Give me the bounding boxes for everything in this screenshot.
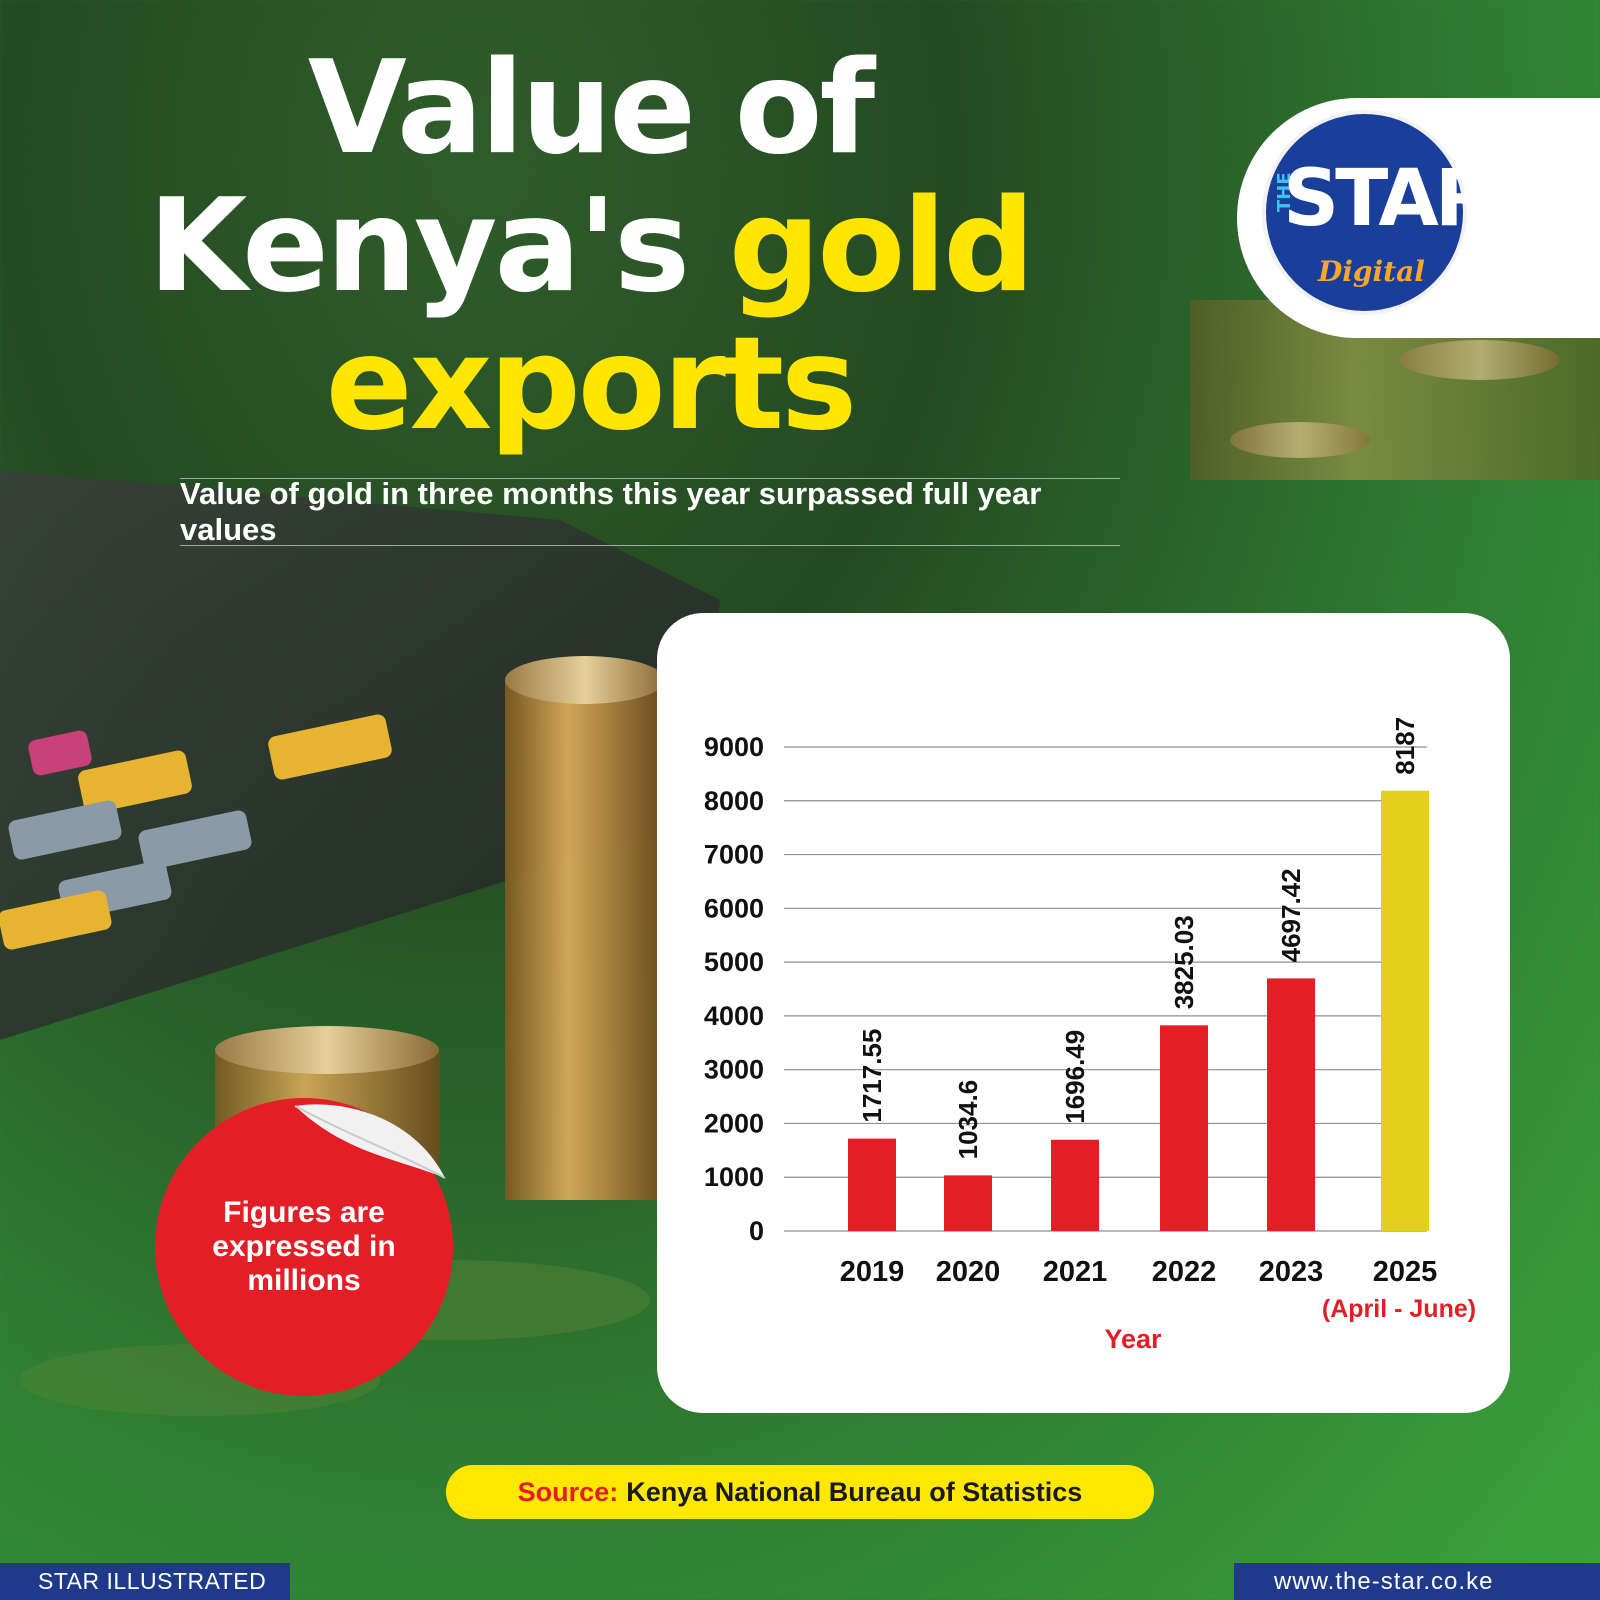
title-line-2: Kenya's gold: [140, 178, 1040, 316]
y-tick-label: 1000: [704, 1162, 764, 1192]
y-tick-label: 8000: [704, 786, 764, 816]
sticker-text: Figures are expressed in millions: [212, 1196, 396, 1297]
footer-credit: STAR ILLUSTRATED: [0, 1563, 290, 1600]
y-tick-label: 6000: [704, 893, 764, 923]
data-label-2022: 3825.03: [1169, 915, 1199, 1009]
x-tick-label: 2022: [1152, 1256, 1217, 1288]
data-label-2019: 1717.55: [857, 1029, 887, 1123]
data-label-2021: 1696.49: [1060, 1030, 1090, 1124]
bar-2025: [1381, 790, 1429, 1231]
y-tick-label: 9000: [704, 732, 764, 762]
subtitle-band: Value of gold in three months this year …: [180, 476, 1120, 547]
logo-star-text: STAR: [1283, 154, 1495, 244]
logo-digital-text: Digital: [1318, 255, 1425, 288]
sticker-curl-icon: [294, 1104, 446, 1179]
y-tick-label: 0: [749, 1216, 764, 1246]
bar-chart: 0 1000 2000 3000 4000 5000 6000 7000 8000 9000 171…: [704, 717, 1476, 1354]
bar-2020: [944, 1175, 992, 1231]
x-tick-note: (April - June): [1322, 1295, 1476, 1323]
page-title: Value of Kenya's gold exports: [140, 40, 1040, 454]
y-tick-label: 7000: [704, 840, 764, 870]
y-tick-label: 3000: [704, 1055, 764, 1085]
y-tick-label: 2000: [704, 1108, 764, 1138]
data-label-2025: 8187: [1390, 717, 1420, 775]
x-tick-label: 2021: [1043, 1256, 1108, 1288]
footer-website-link[interactable]: www.the-star.co.ke: [1234, 1563, 1600, 1600]
title-line-3: exports: [325, 310, 857, 459]
star-logo: [1262, 110, 1467, 315]
chart-card: 0 1000 2000 3000 4000 5000 6000 7000 8000 9000 171…: [657, 613, 1510, 1413]
x-tick-label: 2019: [840, 1256, 905, 1288]
source-pill: Source: Kenya National Bureau of Statist…: [446, 1465, 1154, 1519]
y-tick-label: 5000: [704, 947, 764, 977]
data-label-2020: 1034.6: [953, 1080, 983, 1160]
x-tick-label: 2020: [936, 1256, 1001, 1288]
x-tick-label: 2023: [1259, 1256, 1324, 1288]
data-label-2023: 4697.42: [1276, 868, 1306, 962]
subtitle: Value of gold in three months this year …: [180, 476, 1042, 547]
title-line-2-gold: gold: [728, 172, 1035, 321]
x-tick-label: 2025: [1373, 1256, 1438, 1288]
title-line-2-white: Kenya's: [148, 172, 729, 321]
source-text: Kenya National Bureau of Statistics: [626, 1476, 1083, 1507]
source-label: Source:: [517, 1476, 619, 1507]
bar-2019: [848, 1138, 896, 1231]
bar-2021: [1051, 1139, 1099, 1231]
title-line-1: Value of: [307, 34, 875, 183]
bar-2023: [1267, 978, 1315, 1231]
bar-2022: [1160, 1025, 1208, 1231]
y-tick-label: 4000: [704, 1001, 764, 1031]
x-axis-title: Year: [1104, 1324, 1162, 1354]
